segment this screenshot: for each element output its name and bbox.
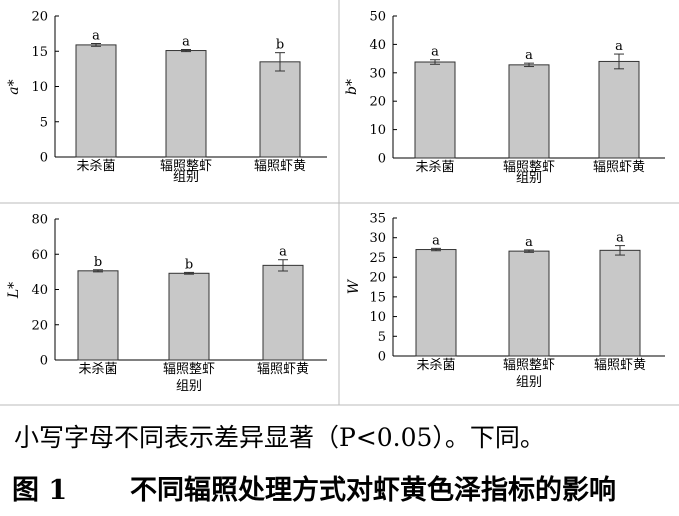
y-tick-label: 15 xyxy=(31,45,48,60)
bar xyxy=(414,61,456,159)
significance-letter: a xyxy=(615,39,623,54)
significance-letter: a xyxy=(92,28,100,43)
y-tick-label: 0 xyxy=(40,354,48,369)
x-category-label: 辐照整虾 xyxy=(503,160,555,175)
x-category-label: 辐照虾黄 xyxy=(254,159,306,174)
figure-label: 图 1 xyxy=(12,475,68,506)
y-axis-label: b* xyxy=(344,79,360,95)
y-tick-label: 20 xyxy=(31,10,48,25)
x-category-label: 辐照虾黄 xyxy=(594,358,646,373)
significance-letter: a xyxy=(432,233,440,248)
y-tick-label: 40 xyxy=(369,38,386,53)
significance-letter: a xyxy=(279,245,287,260)
x-category-label: 未杀菌 xyxy=(415,160,454,175)
y-tick-label: 30 xyxy=(369,231,386,246)
y-tick-label: 20 xyxy=(31,318,48,333)
x-category-label: 未杀菌 xyxy=(76,159,115,174)
bar xyxy=(599,249,641,357)
bar xyxy=(508,250,550,357)
y-tick-label: 10 xyxy=(31,80,48,95)
x-category-label: 未杀菌 xyxy=(78,362,117,377)
y-tick-label: 10 xyxy=(369,310,386,325)
y-tick-label: 30 xyxy=(369,66,386,81)
bar xyxy=(259,61,301,158)
x-category-label: 辐照虾黄 xyxy=(257,362,309,377)
x-category-label: 辐照整虾 xyxy=(503,358,555,373)
x-axis-label: 组别 xyxy=(516,171,542,186)
y-axis-label: L* xyxy=(6,282,22,299)
significance-letter: a xyxy=(525,235,533,250)
y-tick-label: 60 xyxy=(31,248,48,263)
significance-note: 小写字母不同表示差异显著（P<0.05）。下同。 xyxy=(14,423,545,452)
y-tick-label: 80 xyxy=(31,213,48,228)
significance-letter: b xyxy=(276,38,284,53)
y-tick-label: 0 xyxy=(378,152,386,167)
y-tick-label: 50 xyxy=(369,10,386,25)
x-category-label: 辐照整虾 xyxy=(163,362,215,377)
significance-letter: a xyxy=(182,34,190,49)
x-category-label: 未杀菌 xyxy=(416,358,455,373)
x-axis-label: 组别 xyxy=(516,375,542,390)
y-tick-label: 15 xyxy=(369,290,386,305)
significance-letter: a xyxy=(431,45,439,60)
bar xyxy=(415,249,457,357)
y-tick-label: 25 xyxy=(369,251,386,266)
y-tick-label: 20 xyxy=(369,95,386,110)
significance-letter: a xyxy=(525,48,533,63)
y-tick-label: 35 xyxy=(369,212,386,227)
y-tick-label: 5 xyxy=(40,115,48,130)
x-category-label: 辐照虾黄 xyxy=(593,160,645,175)
figure-title: 不同辐照处理方式对虾黄色泽指标的影响 xyxy=(130,475,616,506)
figure-caption: 图 1 不同辐照处理方式对虾黄色泽指标的影响 xyxy=(12,468,677,507)
bar xyxy=(598,60,640,159)
y-tick-label: 5 xyxy=(378,330,386,345)
y-tick-label: 0 xyxy=(40,151,48,166)
significance-letter: b xyxy=(185,257,193,272)
y-axis-label: a* xyxy=(6,79,22,94)
chart-figure: 05101520a*a未杀菌a辐照整虾b辐照虾黄组别01020304050b*a… xyxy=(0,0,679,406)
bar xyxy=(168,272,210,361)
significance-letter: b xyxy=(94,255,102,270)
bar xyxy=(508,64,550,159)
y-tick-label: 10 xyxy=(369,123,386,138)
bar xyxy=(75,44,117,158)
y-tick-label: 20 xyxy=(369,271,386,286)
x-axis-label: 组别 xyxy=(176,379,202,394)
y-tick-label: 40 xyxy=(31,283,48,298)
significance-letter: a xyxy=(616,231,624,246)
bar xyxy=(77,270,119,361)
bar xyxy=(262,264,304,361)
y-tick-label: 0 xyxy=(378,350,386,365)
x-category-label: 辐照整虾 xyxy=(160,159,212,174)
x-axis-label: 组别 xyxy=(173,170,199,185)
y-axis-label: W xyxy=(346,278,362,294)
bar xyxy=(165,50,207,158)
